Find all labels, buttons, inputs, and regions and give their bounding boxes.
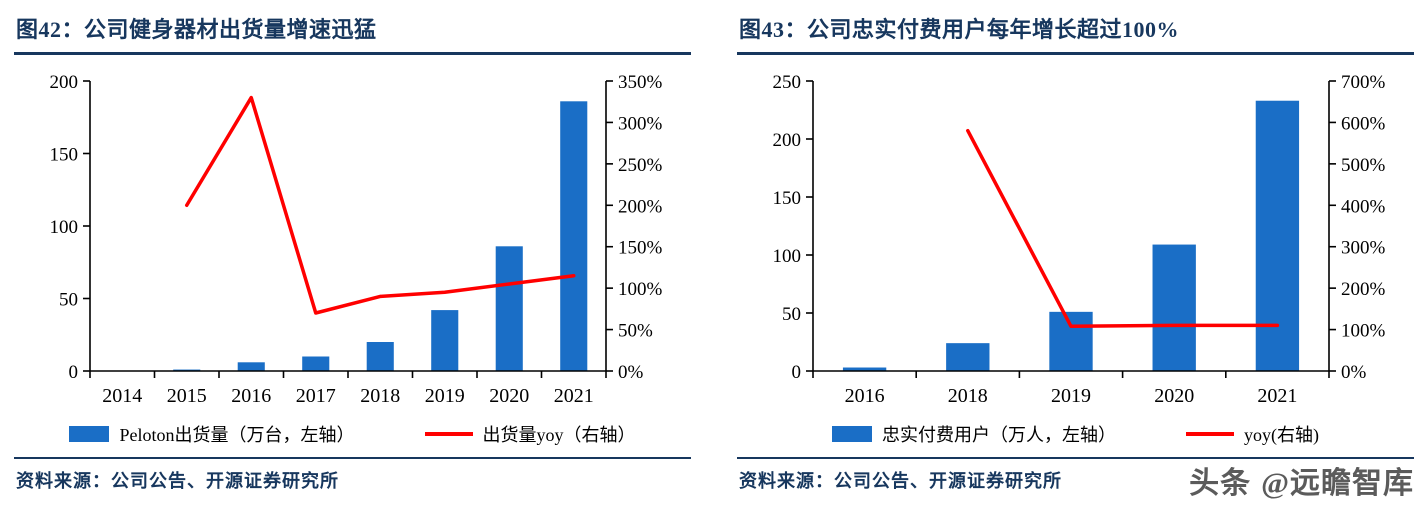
bar-line-chart-left: 0 50 100 150 200 0% 50% 100% 150% 200% 250% 300% 350… [50, 72, 663, 407]
svg-text:600%: 600% [1341, 113, 1386, 134]
svg-text:100%: 100% [1341, 321, 1386, 342]
chart-title-right: 图43：公司忠实付费用户每年增长超过100% [737, 10, 1414, 55]
chart-panel-left: 图42：公司健身器材出货量增速迅猛 0 50 100 150 200 0% 50% 100% 1… [14, 10, 691, 499]
chart-title-left: 图42：公司健身器材出货量增速迅猛 [14, 10, 691, 55]
svg-text:150: 150 [50, 145, 79, 166]
svg-text:200: 200 [773, 130, 802, 151]
legend-item-bar: Peloton出货量（万台，左轴） [69, 421, 355, 447]
svg-text:2019: 2019 [1051, 385, 1091, 407]
svg-text:200%: 200% [618, 196, 663, 217]
source-note-right: 资料来源：公司公告、开源证券研究所 [737, 457, 1414, 499]
svg-text:400%: 400% [1341, 196, 1386, 217]
svg-text:300%: 300% [618, 113, 663, 134]
svg-text:100: 100 [773, 246, 802, 267]
bar-swatch [832, 426, 872, 442]
bar-swatch [69, 426, 110, 442]
svg-text:150%: 150% [618, 238, 663, 259]
svg-text:2020: 2020 [489, 385, 529, 407]
legend-item-line: yoy(右轴) [1186, 421, 1319, 447]
svg-text:350%: 350% [618, 72, 663, 93]
svg-text:50: 50 [59, 290, 78, 311]
legend-item-line: 出货量yoy（右轴） [424, 421, 636, 447]
svg-text:2014: 2014 [102, 385, 142, 407]
legend-label-bar: Peloton出货量（万台，左轴） [119, 425, 355, 445]
svg-text:700%: 700% [1341, 72, 1386, 93]
svg-text:2016: 2016 [231, 385, 271, 407]
chart-panel-right: 图43：公司忠实付费用户每年增长超过100% 0 50 100 150 200 250 0%… [737, 10, 1414, 499]
svg-text:100%: 100% [618, 279, 663, 300]
svg-text:500%: 500% [1341, 155, 1386, 176]
svg-text:2018: 2018 [360, 385, 400, 407]
legend-label-line: 出货量yoy（右轴） [482, 425, 636, 445]
chart-legend-right: 忠实付费用户（万人，左轴） yoy(右轴) [737, 421, 1414, 447]
svg-text:0%: 0% [618, 362, 644, 383]
svg-text:200%: 200% [1341, 279, 1386, 300]
svg-text:50%: 50% [618, 321, 653, 342]
svg-text:2017: 2017 [296, 385, 336, 407]
svg-text:2018: 2018 [948, 385, 988, 407]
svg-text:2015: 2015 [167, 385, 207, 407]
watermark-brand: 头条 [1189, 467, 1252, 500]
svg-text:0: 0 [69, 362, 79, 383]
svg-text:300%: 300% [1341, 238, 1386, 259]
watermark-handle: @远瞻智库 [1261, 467, 1414, 500]
legend-label-bar: 忠实付费用户（万人，左轴） [882, 425, 1116, 445]
svg-text:150: 150 [773, 188, 802, 209]
bar-line-chart-right: 0 50 100 150 200 250 0% 100% 200% 300% 400% 500% 600… [773, 72, 1386, 407]
svg-text:0: 0 [792, 362, 802, 383]
svg-text:2021: 2021 [554, 385, 594, 407]
svg-text:2021: 2021 [1257, 385, 1297, 407]
svg-text:100: 100 [50, 217, 79, 238]
legend-item-bar: 忠实付费用户（万人，左轴） [832, 421, 1116, 447]
svg-text:50: 50 [782, 304, 801, 325]
svg-text:2016: 2016 [845, 385, 885, 407]
svg-text:250%: 250% [618, 155, 663, 176]
svg-text:2020: 2020 [1154, 385, 1194, 407]
source-note-left: 资料来源：公司公告、开源证券研究所 [14, 457, 691, 499]
svg-text:2019: 2019 [425, 385, 465, 407]
watermark: 头条 @远瞻智库 [1189, 458, 1414, 502]
svg-text:250: 250 [773, 72, 802, 93]
svg-text:0%: 0% [1341, 362, 1367, 383]
report-figures-row: 图42：公司健身器材出货量增速迅猛 0 50 100 150 200 0% 50% 100% 1… [14, 10, 1414, 499]
legend-label-line: yoy(右轴) [1244, 425, 1319, 445]
line-swatch [1186, 432, 1234, 436]
line-swatch [424, 432, 473, 436]
chart-legend-left: Peloton出货量（万台，左轴） 出货量yoy（右轴） [14, 421, 691, 447]
svg-text:200: 200 [50, 72, 79, 93]
